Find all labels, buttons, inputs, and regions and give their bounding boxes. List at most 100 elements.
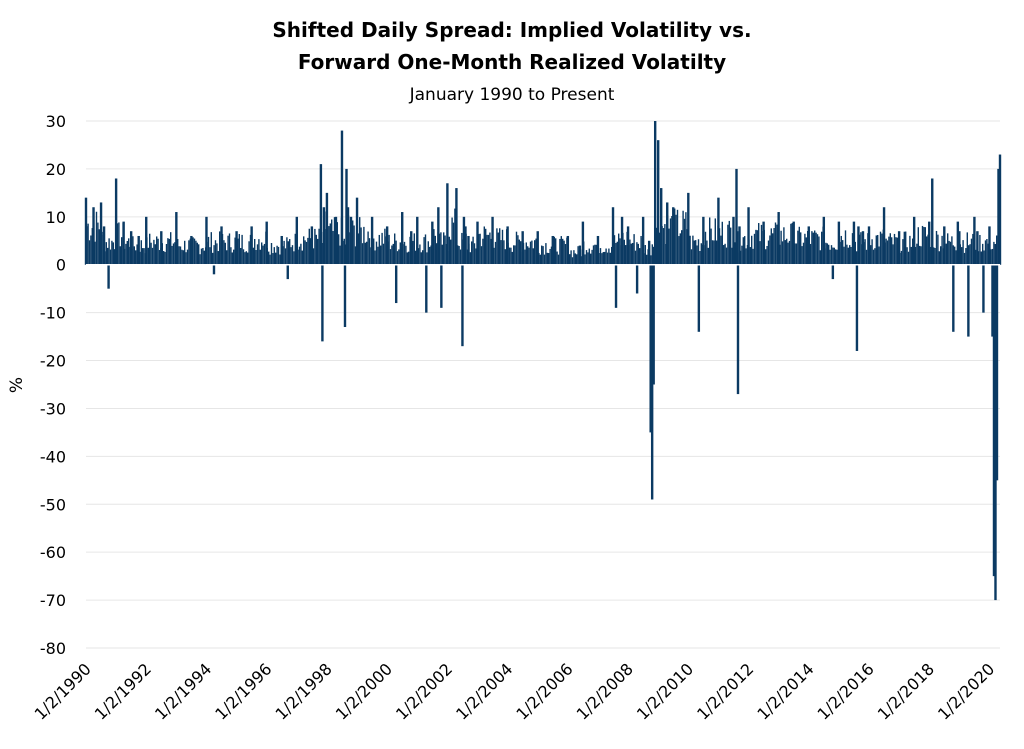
bar-fill [472, 236, 474, 265]
bar [265, 221, 268, 265]
bar-fill [896, 237, 898, 265]
bar-fill [384, 228, 386, 265]
bar-fill [564, 244, 567, 265]
bar-fill [181, 249, 183, 265]
bar [635, 264, 639, 294]
bar-fill [203, 250, 205, 265]
bar-fill [980, 251, 982, 265]
bar [280, 235, 283, 265]
bar-fill [681, 230, 683, 265]
bar-fill [297, 249, 299, 265]
bar-fill [737, 231, 739, 265]
bar-fill [983, 250, 985, 265]
bar-fill [623, 239, 625, 265]
bar-fill [142, 248, 144, 265]
bar-fill [678, 236, 680, 265]
bar [717, 197, 720, 265]
bar-fill [441, 244, 443, 265]
bar-fill [548, 253, 550, 265]
bar [837, 221, 841, 265]
bar-fill [941, 235, 943, 265]
bar-fill [528, 247, 530, 265]
bar-fill [912, 238, 914, 265]
bar-fill [776, 224, 778, 265]
bar-fill [517, 235, 519, 265]
bar-fill [287, 241, 289, 265]
bar-fill [870, 245, 872, 265]
bar-fill [970, 238, 973, 265]
bar-fill [801, 246, 803, 265]
bar [319, 164, 323, 265]
bar [212, 264, 216, 275]
bar [982, 264, 985, 313]
bar [831, 264, 835, 280]
bar-fill [706, 240, 708, 265]
bar-fill [560, 236, 562, 265]
x-tick-label: 1/2/2018 [874, 659, 938, 723]
bar-fill [984, 240, 987, 265]
bar-fill [294, 233, 296, 265]
bar-fill [158, 250, 161, 265]
y-tick-label: -80 [40, 639, 66, 658]
bar-fill [742, 237, 744, 265]
bar-fill [844, 230, 847, 265]
bar [235, 231, 238, 265]
bar-fill [461, 232, 463, 265]
bar-fill [601, 253, 603, 265]
bar-fill [219, 231, 221, 265]
x-tick-label: 1/2/2004 [452, 659, 516, 723]
bar-fill [520, 241, 522, 265]
bar [99, 202, 103, 265]
bar [998, 154, 1002, 265]
bar-fill [200, 248, 203, 265]
bar [440, 264, 443, 308]
bar-fill [816, 234, 819, 265]
bar-fill [308, 228, 310, 265]
bar [220, 226, 223, 265]
bar-fill [639, 248, 641, 265]
bar-fill [149, 233, 151, 265]
bar-fill [734, 242, 736, 265]
bar-fill [422, 250, 424, 265]
bar-fill [199, 254, 201, 265]
bar-fill [156, 236, 158, 265]
bar-fill [780, 230, 782, 265]
bar-fill [177, 239, 179, 265]
y-tick-label: -40 [40, 447, 66, 466]
bar-fill [336, 222, 338, 265]
bar [205, 216, 208, 265]
bar-fill [795, 243, 798, 265]
bar-fill [172, 243, 175, 265]
bar-fill [606, 252, 609, 265]
bar-fill [637, 243, 639, 265]
bar-fill [651, 244, 653, 265]
gridlines [86, 120, 1000, 649]
bar-fill [276, 245, 278, 265]
bar-fill [961, 247, 963, 265]
bar-fill [157, 238, 159, 265]
bar-fill [828, 244, 830, 265]
bar [614, 264, 618, 308]
bar-fill [812, 232, 814, 265]
bar-fill [272, 253, 274, 265]
bar [650, 264, 654, 500]
y-tick-label: 10 [46, 208, 66, 227]
bar-fill [819, 250, 821, 265]
bar-fill [231, 252, 233, 265]
bar [160, 231, 163, 265]
bar-fill [270, 243, 273, 265]
bar-fill [903, 231, 905, 265]
bar [461, 264, 464, 347]
bar-fill [430, 245, 432, 265]
bar-fill [791, 223, 793, 265]
bar-fill [772, 233, 774, 265]
bar-fill [193, 238, 196, 265]
bar [295, 216, 299, 265]
bar [792, 221, 795, 265]
bar-fill [121, 237, 123, 265]
bar-fill [798, 226, 800, 265]
bar [476, 221, 479, 265]
bar-fill [542, 246, 544, 265]
x-tick-label: 1/2/2016 [814, 659, 878, 723]
bar-fill [669, 218, 672, 265]
